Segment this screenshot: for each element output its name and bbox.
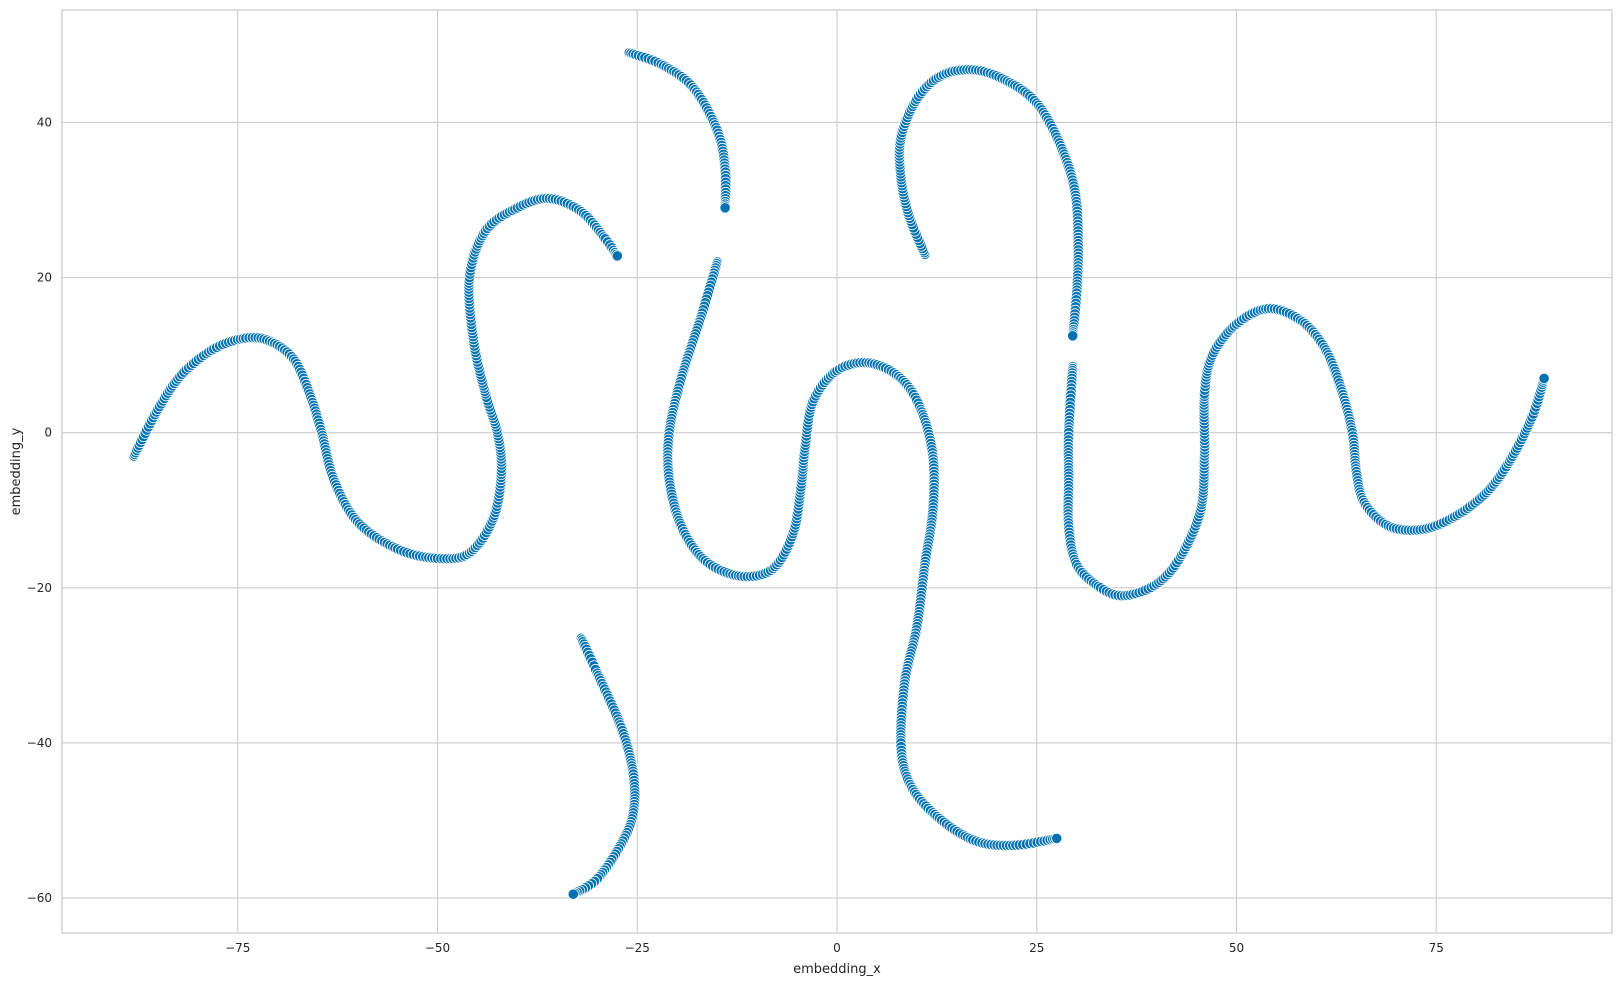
x-tick-label: −25	[625, 941, 650, 955]
grid	[62, 10, 1612, 933]
y-tick-label: −60	[27, 891, 52, 905]
scatter-point	[1067, 330, 1079, 342]
scatter-point	[611, 250, 623, 262]
y-axis-label: embedding_y	[9, 427, 24, 515]
y-tick-label: −40	[27, 736, 52, 750]
scatter-point	[1051, 832, 1063, 845]
x-tick-label: 50	[1229, 941, 1244, 955]
scatter-point	[1538, 372, 1550, 384]
x-axis-label: embedding_x	[793, 962, 881, 977]
x-tick-label: 75	[1429, 941, 1444, 955]
x-tick-label: −50	[425, 941, 450, 955]
x-tick-label: −75	[225, 941, 250, 955]
scatter-point	[567, 888, 579, 900]
y-tick-label: −20	[27, 581, 52, 595]
plot-frame	[61, 9, 1613, 934]
scatter-points	[128, 47, 1550, 900]
scatter-point	[719, 202, 731, 214]
y-tick-label: 40	[37, 115, 52, 129]
x-tick-labels: −75 −50 −25 0 25 50 75	[225, 941, 1444, 955]
y-tick-labels: −60 −40 −20 0 20 40	[27, 115, 52, 905]
x-tick-label: 25	[1029, 941, 1044, 955]
y-tick-label: 20	[37, 271, 52, 285]
x-tick-label: 0	[833, 941, 841, 955]
y-tick-label: 0	[44, 426, 52, 440]
